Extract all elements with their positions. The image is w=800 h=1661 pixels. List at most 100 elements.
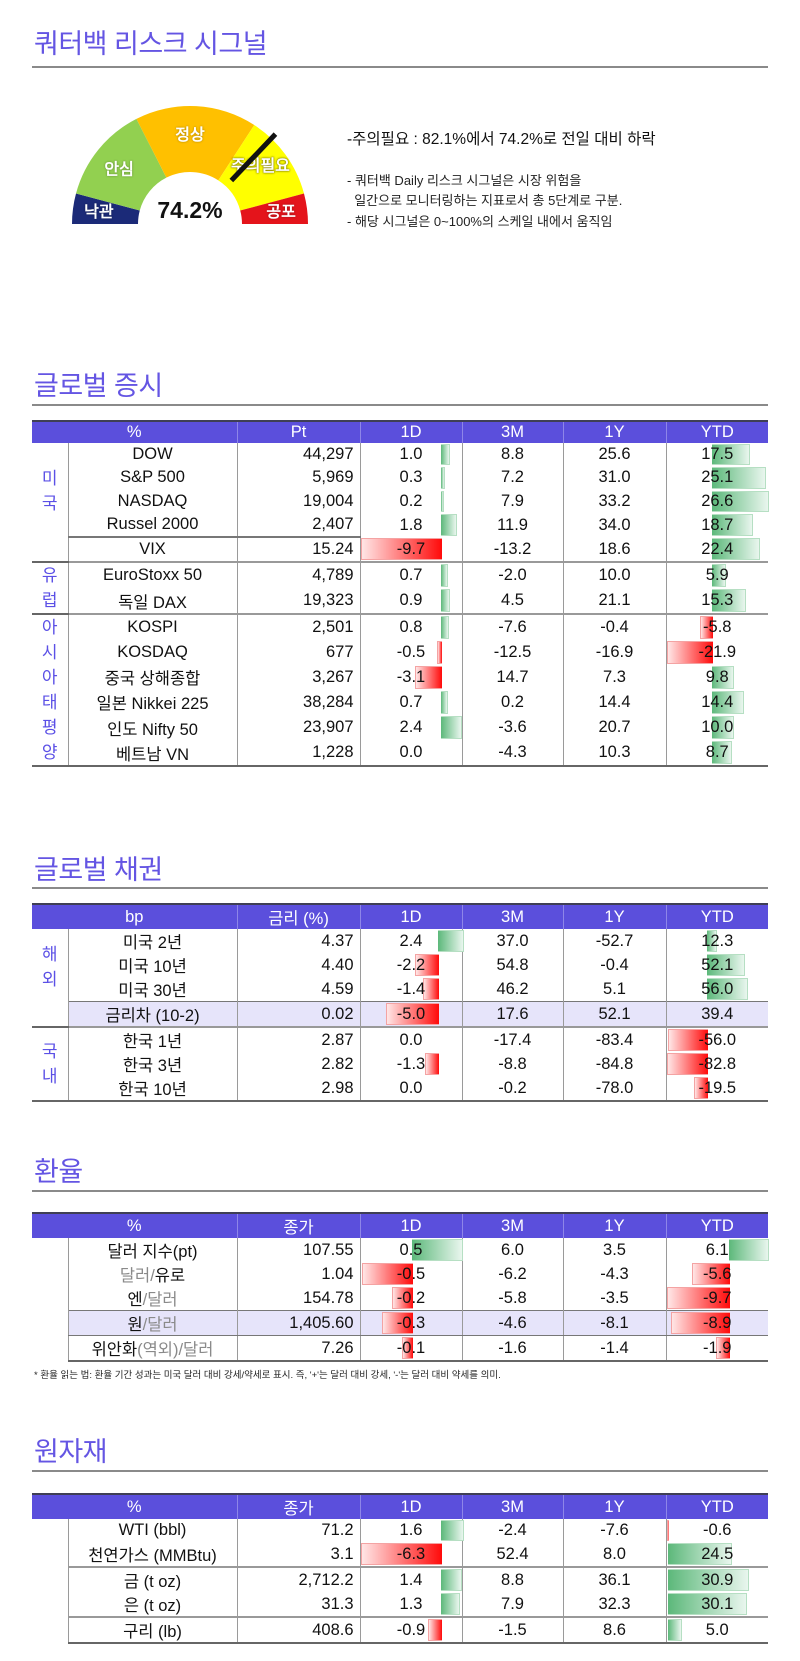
cell-y1: 34.0 bbox=[562, 512, 667, 538]
cell-d1-value: -0.2 bbox=[396, 1288, 426, 1307]
cell-d1-value: -0.3 bbox=[396, 1313, 426, 1332]
row-name: 달러/유로 bbox=[67, 1262, 238, 1286]
cell-ytd: -5.6 bbox=[665, 1262, 769, 1286]
row-name: 인도 Nifty 50 bbox=[67, 714, 238, 741]
cell-m3: 37.0 bbox=[461, 929, 564, 953]
cell-m3: 7.9 bbox=[461, 1592, 564, 1618]
cell-y1: 52.1 bbox=[562, 1001, 667, 1028]
cell-m3: 8.8 bbox=[461, 1566, 564, 1593]
cell-y1: -78.0 bbox=[562, 1076, 667, 1102]
row-value: 2,407 bbox=[236, 512, 361, 538]
data-bar-positive bbox=[712, 741, 732, 765]
cell-y1: 3.5 bbox=[562, 1238, 667, 1262]
cell-d1: 0.0 bbox=[359, 1026, 463, 1052]
row-name: 한국 10년 bbox=[67, 1076, 238, 1102]
cell-d1: 1.0 bbox=[359, 443, 463, 467]
cell-d1: -5.0 bbox=[359, 1001, 463, 1028]
data-bar-positive bbox=[707, 954, 745, 976]
data-bar-negative bbox=[666, 1053, 709, 1075]
cell-y1: -52.7 bbox=[562, 929, 667, 953]
data-bar-positive bbox=[441, 490, 444, 512]
table-header: % 종가 1D 3M 1Y YTD bbox=[32, 1212, 769, 1238]
table-row: 금 (t oz) 2,712.2 1.4 8.8 36.1 30.9 bbox=[32, 1566, 769, 1593]
table-row: 천연가스 (MMBtu) 3.1 -6.3 52.4 8.0 24.5 bbox=[32, 1542, 769, 1568]
cell-ytd-value: -9.7 bbox=[703, 1288, 732, 1307]
table-row: 미국 10년 4.40 -2.2 54.8 -0.4 52.1 bbox=[32, 953, 769, 977]
cell-m3: 17.6 bbox=[461, 1001, 564, 1028]
cell-d1: -0.5 bbox=[359, 1262, 463, 1286]
cell-m3-value: 6.0 bbox=[501, 1240, 524, 1259]
cell-ytd: -8.9 bbox=[665, 1310, 769, 1336]
signal-headline: -주의필요 : 82.1%에서 74.2%로 전일 대비 하락 bbox=[347, 131, 656, 148]
cell-d1: -0.5 bbox=[359, 640, 463, 665]
cell-ytd: 17.5 bbox=[665, 443, 769, 467]
cell-m3: 11.9 bbox=[461, 512, 564, 538]
table-row: 국 내 한국 1년 2.87 0.0 -17.4 -83.4 -56.0 bbox=[32, 1026, 769, 1102]
data-bar-positive bbox=[441, 715, 463, 740]
data-bar-negative bbox=[381, 1312, 413, 1334]
cell-m3: 14.7 bbox=[461, 664, 564, 690]
cell-y1: 36.1 bbox=[562, 1566, 667, 1593]
cell-d1-value: -1.4 bbox=[396, 979, 426, 998]
table-row: 베트남 VN 1,228 0.0 -4.3 10.3 8.7 bbox=[32, 740, 769, 768]
cell-ytd-value: -19.5 bbox=[698, 1078, 737, 1097]
data-bar-positive bbox=[667, 1593, 747, 1616]
data-bar-positive bbox=[712, 665, 734, 689]
cell-ytd-value: 39.4 bbox=[701, 1004, 734, 1023]
row-name: 중국 상해종합 bbox=[67, 664, 238, 690]
cell-d1-value: 0.3 bbox=[399, 468, 423, 487]
cell-m3-value: 7.9 bbox=[501, 491, 524, 510]
table-row: VIX 15.24 -9.7 -13.2 18.6 22.4 bbox=[32, 536, 769, 563]
row-name-part: /달러 bbox=[142, 1291, 178, 1309]
cell-d1-value: -9.7 bbox=[396, 539, 426, 558]
column-header: 금리 (%) bbox=[236, 903, 361, 929]
row-value: 38,284 bbox=[236, 689, 361, 715]
table-row: 해 외 미국 2년 4.37 2.4 37.0 -52.7 12.3 bbox=[32, 929, 769, 1028]
cell-ytd-value: 25.1 bbox=[701, 468, 734, 487]
row-value: 4.37 bbox=[236, 929, 361, 953]
cell-ytd-value: 15.3 bbox=[701, 591, 734, 610]
cell-m3-value: 46.2 bbox=[496, 979, 529, 998]
cell-y1: 32.3 bbox=[562, 1592, 667, 1618]
cell-ytd-value: 30.9 bbox=[701, 1570, 734, 1589]
row-name: 천연가스 (MMBtu) bbox=[67, 1542, 238, 1568]
cell-ytd: -1.9 bbox=[665, 1335, 769, 1362]
table-header: % Pt 1D 3M 1Y YTD bbox=[32, 420, 769, 443]
cell-y1: -4.3 bbox=[562, 1262, 667, 1286]
data-bar-negative bbox=[361, 1263, 413, 1285]
table-3: % 종가 1D 3M 1Y YTD WTI (bbl) 71.2 1.6 -2.4 -7.6 -0.6… bbox=[32, 1493, 769, 1645]
cell-ytd-value: 56.0 bbox=[701, 979, 734, 998]
table-row: 한국 10년 2.98 0.0 -0.2 -78.0 -19.5 bbox=[32, 1076, 769, 1102]
cell-ytd: 5.0 bbox=[665, 1616, 769, 1645]
cell-ytd: 14.4 bbox=[665, 689, 769, 715]
gauge-label-0: 낙관 bbox=[84, 203, 114, 221]
data-bar-positive bbox=[712, 589, 746, 613]
table-row: 미 국 DOW 44,297 1.0 8.8 25.6 17.5 bbox=[32, 443, 769, 564]
cell-d1: 1.6 bbox=[359, 1519, 464, 1543]
cell-m3: -0.2 bbox=[461, 1076, 564, 1102]
cell-d1: -1.3 bbox=[359, 1052, 463, 1076]
region-char: 아 bbox=[41, 618, 58, 638]
cell-d1: 0.7 bbox=[359, 689, 463, 715]
table-row: 미국 30년 4.59 -1.4 46.2 5.1 56.0 bbox=[32, 977, 769, 1002]
column-header: 1Y bbox=[562, 903, 667, 929]
column-header: 3M bbox=[461, 1212, 564, 1238]
section-title: 환율 bbox=[34, 1157, 83, 1187]
cell-ytd-value: -1.9 bbox=[703, 1338, 732, 1357]
cell-m3: -13.2 bbox=[461, 537, 564, 563]
table-row: 일본 Nikkei 225 38,284 0.7 0.2 14.4 14.4 bbox=[32, 689, 769, 715]
cell-d1-value: -5.0 bbox=[396, 1004, 426, 1023]
gauge-segment-2 bbox=[136, 106, 255, 181]
row-value: 5,969 bbox=[236, 466, 361, 490]
cell-ytd-value: -56.0 bbox=[698, 1030, 737, 1049]
cell-d1-value: 0.0 bbox=[399, 1078, 423, 1097]
row-name-part: (역외)/달러 bbox=[137, 1341, 214, 1359]
cell-y1: -1.4 bbox=[562, 1335, 667, 1362]
gauge-label-4: 공포 bbox=[266, 203, 296, 221]
data-bar-positive bbox=[707, 930, 717, 952]
table-0: % Pt 1D 3M 1Y YTD 미 국 DOW 44,297 1.0 8.8 25.6 17.5 S&P… bbox=[32, 420, 770, 768]
cell-d1: 2.4 bbox=[359, 714, 463, 741]
